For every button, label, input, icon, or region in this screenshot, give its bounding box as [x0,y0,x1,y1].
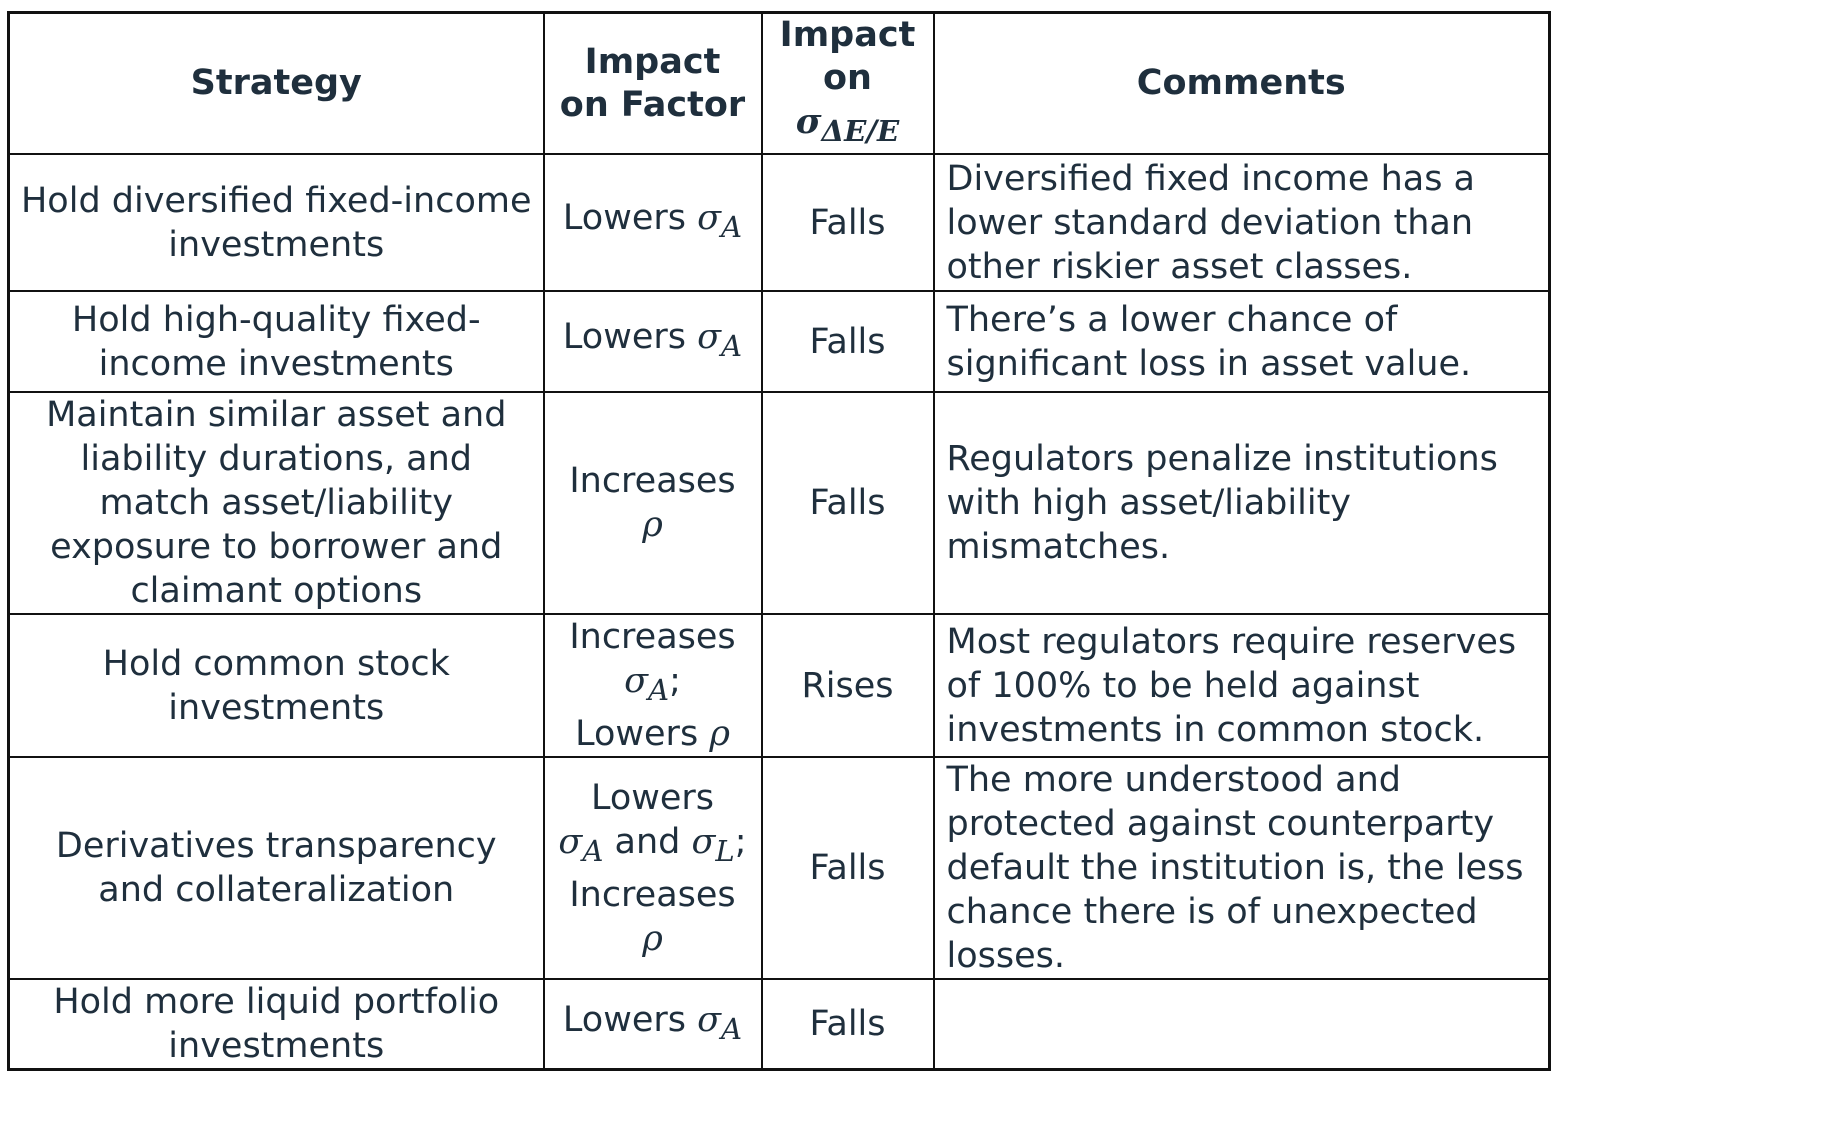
cell-comments: Diversified fixed income has a lower sta… [932,153,1551,292]
impact-lead-2: Lowers [575,714,699,754]
sigma-subscript: A [648,673,670,707]
table-row: Hold high-quality fixed-income investmen… [7,290,1551,393]
impact-lead-2: Increases [569,874,736,915]
table-row: Derivatives transparency and collaterali… [7,756,1551,980]
rho-symbol: ρ [709,714,730,754]
table-row: Hold diversified fixed-income investment… [7,153,1551,292]
impact-punct: ; [734,821,747,862]
cell-strategy: Derivatives transparency and collaterali… [7,756,545,980]
impact-lead: Increases [569,617,736,657]
cell-impact-sigma: Falls [760,153,935,292]
header-strategy: Strategy [7,11,545,155]
cell-comments: Most regulators require reserves of 100%… [932,613,1551,758]
impact-lead: Lowers [562,317,686,357]
header-sigma-symbol: σ [795,101,822,142]
sigma-symbol-b: σ [691,821,716,862]
cell-impact-factor: Increases ρ [542,391,763,615]
header-impact-on-sigma: Impact on σΔE/E [760,11,935,155]
cell-impact-factor: Lowers σA and σL; Increases ρ [542,756,763,980]
cell-comments: There’s a lower chance of significant lo… [932,290,1551,393]
impact-lead: Lowers [562,999,686,1040]
impact-and: and [614,821,681,862]
impact-lead: Lowers [590,777,715,818]
cell-impact-sigma: Rises [760,613,935,758]
table-row: Hold more liquid portfolio investments L… [7,978,1551,1071]
impact-punct: ; [669,661,681,701]
strategy-table-container: Strategy Impact on Factor Impact on σΔE/… [7,11,1551,1071]
cell-impact-factor: Lowers σA [542,153,763,292]
cell-impact-sigma: Falls [760,290,935,393]
sigma-subscript-b: L [715,833,735,868]
cell-comments: The more understood and protected agains… [932,756,1551,980]
cell-strategy: Hold more liquid portfolio investments [7,978,545,1071]
cell-impact-factor: Increases σA; Lowers ρ [542,613,763,758]
impact-lead: Increases [569,461,736,501]
header-impact-on-factor: Impact on Factor [542,11,763,155]
sigma-symbol: σ [697,198,722,238]
header-row: Strategy Impact on Factor Impact on σΔE/… [7,11,1551,155]
header-comments: Comments [932,11,1551,155]
sigma-subscript: A [721,210,743,244]
cell-impact-sigma: Falls [760,391,935,615]
header-impact-on-sigma-prefix: Impact on [779,15,916,98]
cell-impact-factor: Lowers σA [542,290,763,393]
cell-strategy: Maintain similar asset and liability dur… [7,391,545,615]
table-row: Maintain similar asset and liability dur… [7,391,1551,615]
cell-strategy: Hold high-quality fixed-income investmen… [7,290,545,393]
cell-impact-sigma: Falls [760,978,935,1071]
sigma-symbol: σ [697,999,722,1040]
table-row: Hold common stock investments Increases … [7,613,1551,758]
sigma-subscript: A [582,833,604,868]
strategy-table: Strategy Impact on Factor Impact on σΔE/… [7,11,1551,1071]
sigma-symbol: σ [697,317,722,357]
cell-impact-sigma: Falls [760,756,935,980]
rho-symbol: ρ [642,918,663,959]
sigma-subscript: A [721,329,743,363]
header-sigma-subscript: ΔE/E [821,114,900,148]
cell-comments [932,978,1551,1071]
cell-comments: Regulators penalize institutions with hi… [932,391,1551,615]
impact-lead: Lowers [562,198,686,238]
sigma-subscript: A [721,1011,743,1046]
cell-strategy: Hold common stock investments [7,613,545,758]
sigma-symbol: σ [624,661,649,701]
sigma-symbol: σ [558,821,583,862]
rho-symbol: ρ [642,505,663,545]
cell-strategy: Hold diversified fixed-income investment… [7,153,545,292]
cell-impact-factor: Lowers σA [542,978,763,1071]
